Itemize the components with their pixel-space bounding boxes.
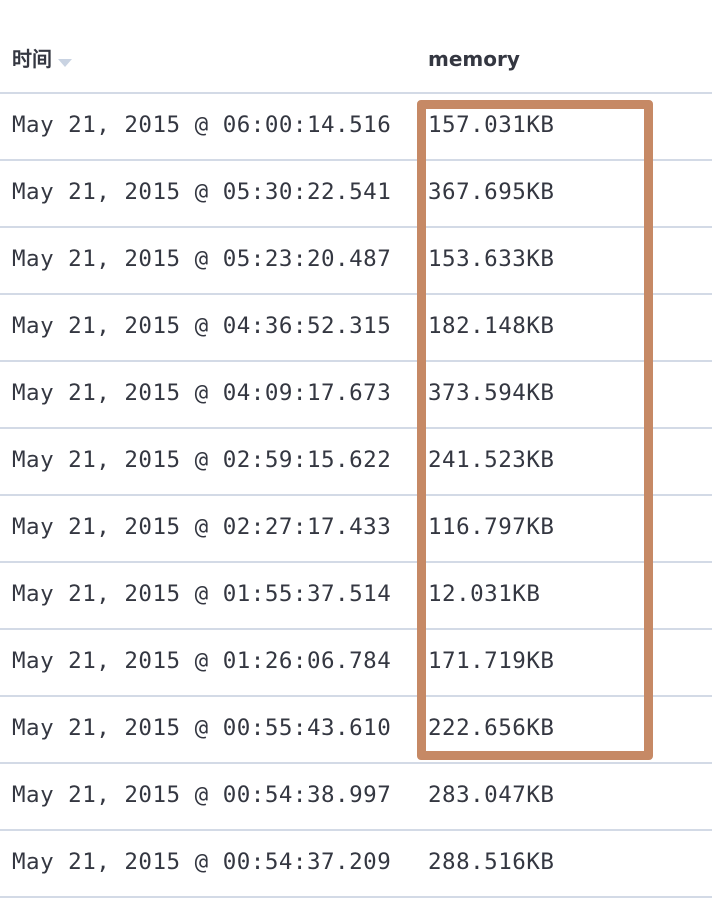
time-cell: May 21, 2015 @ 00:54:38.997: [12, 782, 392, 808]
memory-cell: 116.797KB: [428, 514, 555, 540]
memory-cell: 153.633KB: [428, 246, 555, 272]
time-cell: May 21, 2015 @ 05:23:20.487: [12, 246, 392, 272]
table-row[interactable]: May 21, 2015 @ 01:26:06.784 171.719KB: [0, 630, 712, 697]
memory-cell: 367.695KB: [428, 179, 555, 205]
sort-descending-icon[interactable]: [58, 58, 72, 67]
memory-cell: 283.047KB: [428, 782, 555, 808]
memory-cell: 222.656KB: [428, 715, 555, 741]
memory-cell: 171.719KB: [428, 648, 555, 674]
time-cell: May 21, 2015 @ 05:30:22.541: [12, 179, 392, 205]
time-cell: May 21, 2015 @ 00:54:37.209: [12, 849, 392, 875]
table-row[interactable]: May 21, 2015 @ 00:54:38.997 283.047KB: [0, 764, 712, 831]
time-cell: May 21, 2015 @ 04:09:17.673: [12, 380, 392, 406]
time-cell: May 21, 2015 @ 02:27:17.433: [12, 514, 392, 540]
memory-cell: 182.148KB: [428, 313, 555, 339]
table-row[interactable]: May 21, 2015 @ 00:54:37.209 288.516KB: [0, 831, 712, 898]
time-cell: May 21, 2015 @ 04:36:52.315: [12, 313, 392, 339]
table-row[interactable]: May 21, 2015 @ 00:55:43.610 222.656KB: [0, 697, 712, 764]
memory-cell: 241.523KB: [428, 447, 555, 473]
table-row[interactable]: May 21, 2015 @ 06:00:14.516 157.031KB: [0, 94, 712, 161]
column-header-time-label: 时间: [12, 47, 52, 71]
table-row[interactable]: May 21, 2015 @ 04:36:52.315 182.148KB: [0, 295, 712, 362]
memory-cell: 157.031KB: [428, 112, 555, 138]
column-header-time[interactable]: 时间: [12, 45, 72, 73]
table-row[interactable]: May 21, 2015 @ 05:23:20.487 153.633KB: [0, 228, 712, 295]
table-row[interactable]: May 21, 2015 @ 04:09:17.673 373.594KB: [0, 362, 712, 429]
column-header-memory[interactable]: memory: [428, 45, 520, 73]
table-row[interactable]: May 21, 2015 @ 05:30:22.541 367.695KB: [0, 161, 712, 228]
table-row[interactable]: May 21, 2015 @ 02:59:15.622 241.523KB: [0, 429, 712, 496]
memory-cell: 12.031KB: [428, 581, 541, 607]
time-cell: May 21, 2015 @ 00:55:43.610: [12, 715, 392, 741]
table-row[interactable]: May 21, 2015 @ 01:55:37.514 12.031KB: [0, 563, 712, 630]
time-cell: May 21, 2015 @ 06:00:14.516: [12, 112, 392, 138]
memory-cell: 373.594KB: [428, 380, 555, 406]
data-table: 时间 memory May 21, 2015 @ 06:00:14.516 15…: [0, 0, 712, 898]
time-cell: May 21, 2015 @ 01:55:37.514: [12, 581, 392, 607]
table-header: 时间 memory: [0, 0, 712, 94]
time-cell: May 21, 2015 @ 01:26:06.784: [12, 648, 392, 674]
time-cell: May 21, 2015 @ 02:59:15.622: [12, 447, 392, 473]
memory-cell: 288.516KB: [428, 849, 555, 875]
table-row[interactable]: May 21, 2015 @ 02:27:17.433 116.797KB: [0, 496, 712, 563]
column-header-memory-label: memory: [428, 47, 520, 71]
